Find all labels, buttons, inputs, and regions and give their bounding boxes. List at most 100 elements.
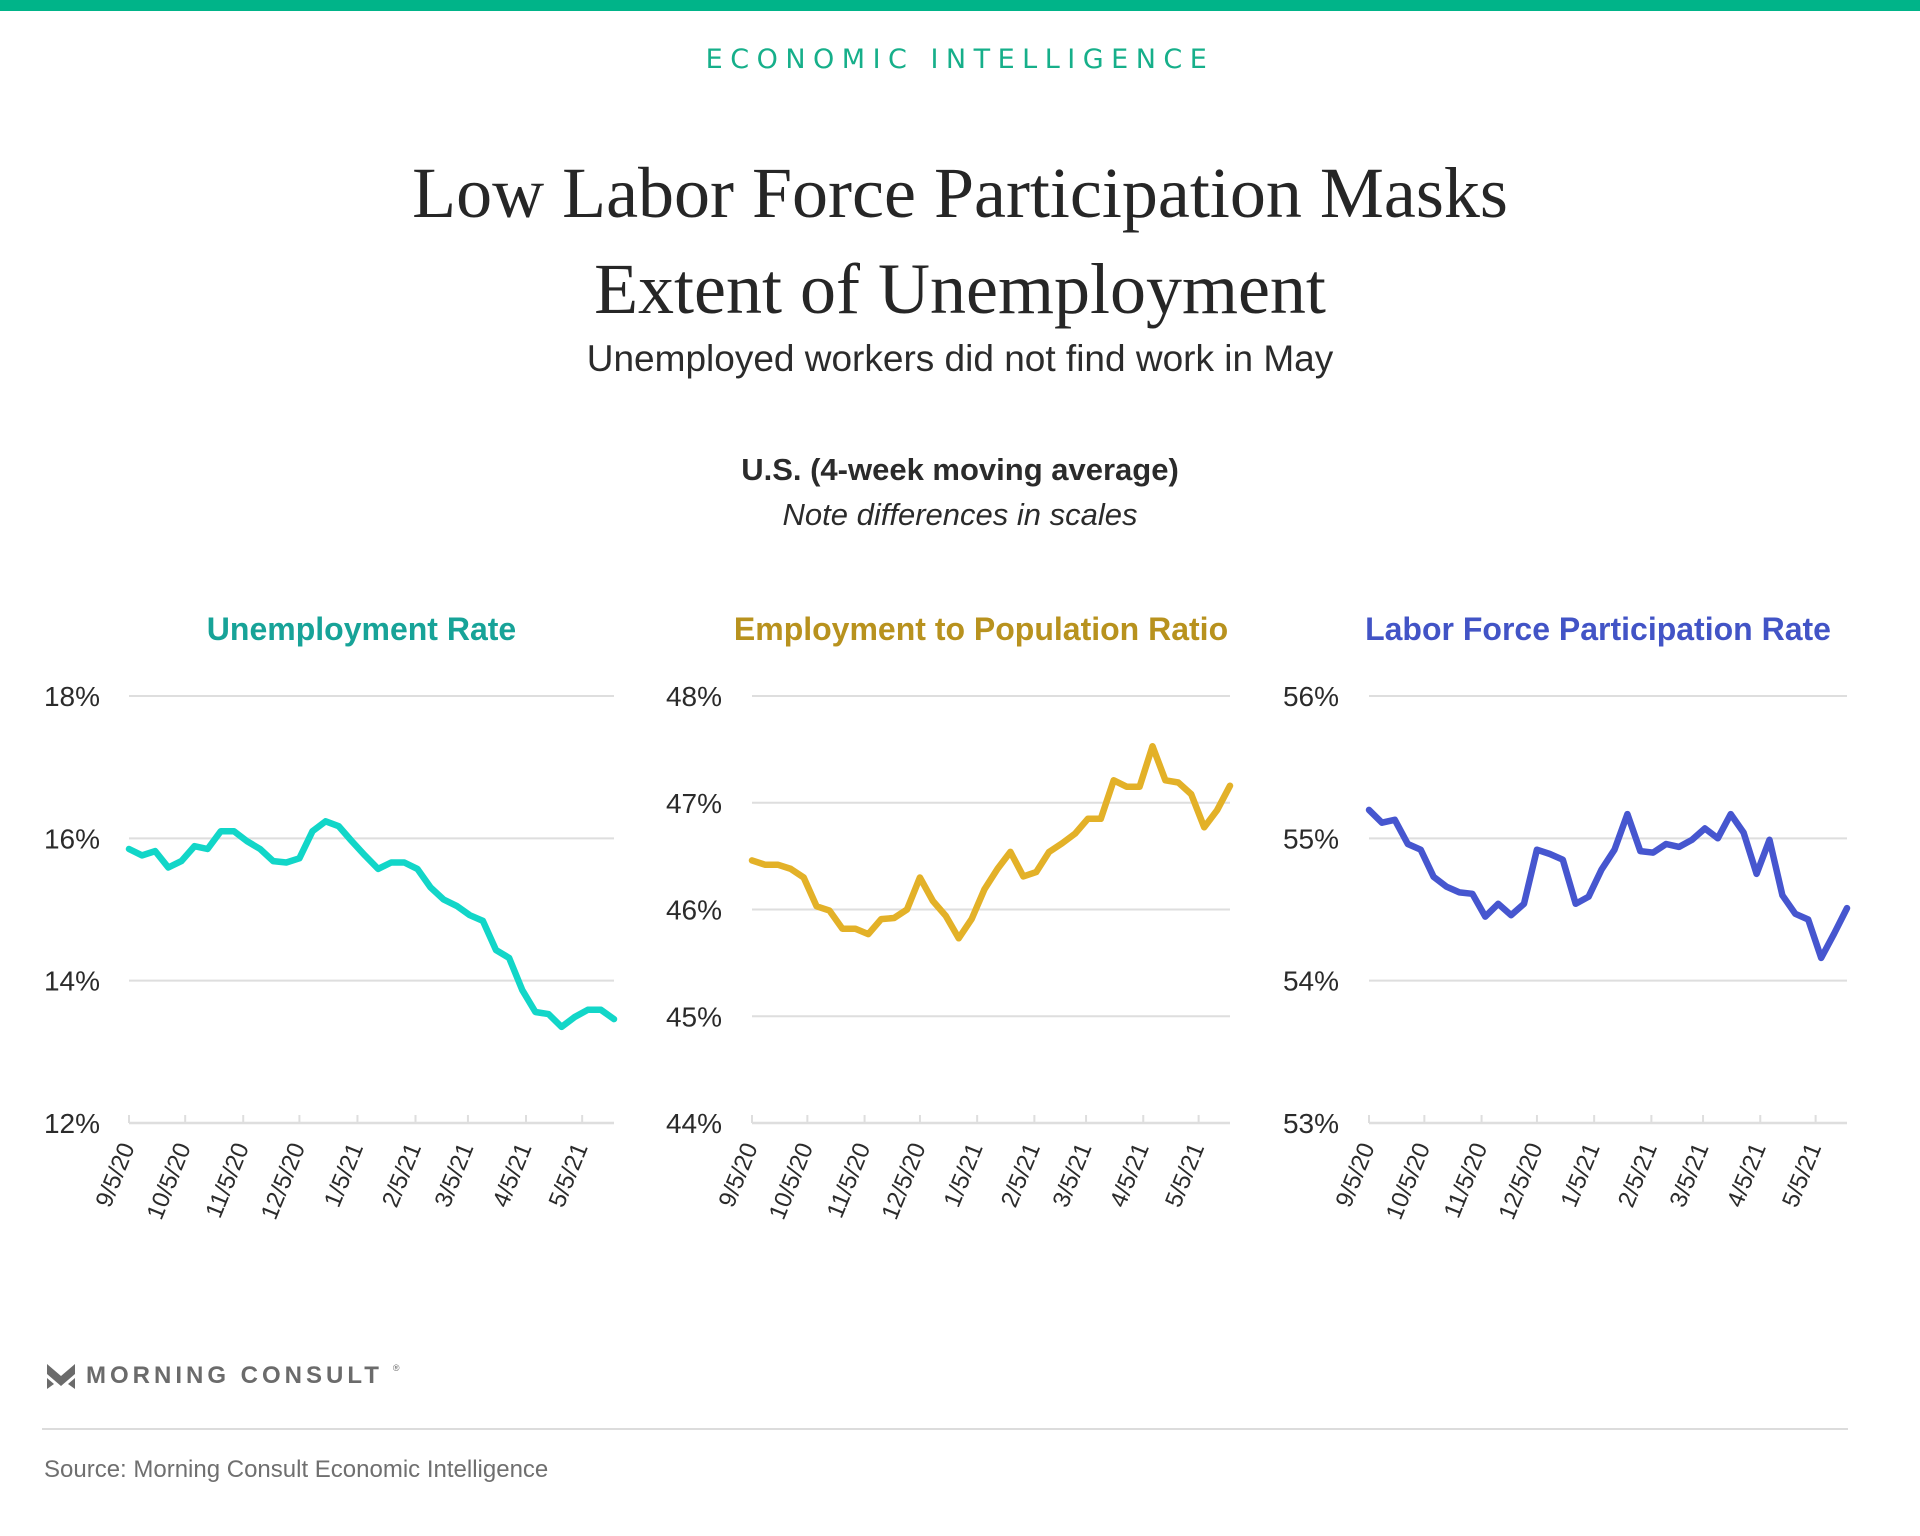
data-point — [1227, 783, 1233, 789]
data-point — [1560, 857, 1566, 863]
data-point — [506, 955, 512, 961]
panel-title-unemployment-rate: Unemployment Rate — [206, 611, 517, 647]
data-point — [296, 855, 302, 861]
data-point — [1831, 931, 1837, 937]
y-tick-label: 53% — [1283, 1108, 1339, 1139]
data-point — [1741, 830, 1747, 836]
y-tick-label: 48% — [666, 681, 722, 712]
morning-consult-m-chevron-icon — [47, 1364, 75, 1389]
data-point — [283, 860, 289, 866]
data-point — [1792, 911, 1798, 917]
data-point — [930, 898, 936, 904]
footer-divider — [42, 1428, 1848, 1430]
y-tick-label: 55% — [1283, 823, 1339, 854]
data-point — [814, 903, 820, 909]
data-point — [1689, 837, 1695, 843]
data-point — [1611, 847, 1617, 853]
data-point — [969, 916, 975, 922]
data-point — [480, 918, 486, 924]
data-point — [1534, 847, 1540, 853]
data-point — [956, 935, 962, 941]
y-tick-label: 47% — [666, 788, 722, 819]
data-point — [270, 858, 276, 864]
brand-logo: MORNING CONSULT ® — [46, 1362, 400, 1390]
data-point — [1046, 849, 1052, 855]
data-point — [323, 818, 329, 824]
x-tick-label: 10/5/20 — [764, 1139, 819, 1223]
data-point — [1392, 817, 1398, 823]
data-point — [1482, 914, 1488, 920]
registered-mark: ® — [392, 1363, 400, 1373]
data-point — [1379, 820, 1385, 826]
data-point — [1072, 831, 1078, 837]
data-point — [1766, 837, 1772, 843]
y-tick-label: 16% — [44, 823, 100, 854]
data-point — [994, 866, 1000, 872]
data-point — [878, 916, 884, 922]
data-point — [349, 838, 355, 844]
data-point — [165, 865, 171, 871]
y-tick-label: 54% — [1283, 966, 1339, 997]
page-subtitle: Unemployed workers did not find work in … — [586, 338, 1334, 379]
data-point — [1137, 784, 1143, 790]
data-point — [1495, 901, 1501, 907]
x-tick-label: 3/5/21 — [429, 1139, 479, 1211]
data-point — [231, 828, 237, 834]
data-point — [1818, 955, 1824, 961]
chart-panel-2: 53% 54% 55% 56% 9/5/20 10/5/20 11/5/20 12/5/20 1… — [1283, 681, 1851, 1223]
x-tick-label: 3/5/21 — [1048, 1139, 1098, 1211]
x-tick-label: 1/5/21 — [939, 1139, 989, 1211]
y-tick-label: 14% — [44, 966, 100, 997]
data-point — [467, 912, 473, 918]
x-tick-label: 11/5/20 — [1439, 1139, 1493, 1222]
data-point — [611, 1016, 617, 1022]
data-point — [1779, 892, 1785, 898]
data-point — [1162, 777, 1168, 783]
x-tick-label: 12/5/20 — [256, 1139, 311, 1223]
data-point — [532, 1009, 538, 1015]
data-point — [1663, 841, 1669, 847]
x-tick-label: 11/5/20 — [822, 1139, 876, 1222]
data-point — [1456, 889, 1462, 895]
data-point — [1844, 905, 1850, 911]
y-tick-label: 45% — [666, 1001, 722, 1032]
data-point — [1201, 824, 1207, 830]
data-point — [1020, 873, 1026, 879]
data-point — [126, 846, 132, 852]
panel-title-labor-force-participation: Labor Force Participation Rate — [1365, 611, 1831, 647]
data-point — [257, 846, 263, 852]
series-line-2 — [1365, 806, 1851, 962]
data-point — [1586, 894, 1592, 900]
source-note: Source: Morning Consult Economic Intelli… — [44, 1456, 549, 1483]
panel-title-employment-population-ratio: Employment to Population Ratio — [733, 611, 1229, 647]
data-point — [1085, 816, 1091, 822]
series-line-1 — [748, 742, 1234, 942]
charts-heading: U.S. (4-week moving average) — [741, 452, 1179, 487]
data-point — [788, 866, 794, 872]
data-point — [1098, 816, 1104, 822]
data-point — [1637, 848, 1643, 854]
y-tick-label: 46% — [666, 895, 722, 926]
data-point — [1521, 901, 1527, 907]
x-tick-label: 4/5/21 — [1105, 1139, 1155, 1211]
data-point — [218, 828, 224, 834]
data-point — [749, 857, 755, 863]
data-point — [762, 862, 768, 868]
charts-note: Note differences in scales — [782, 497, 1138, 532]
data-point — [1547, 851, 1553, 857]
data-point — [152, 848, 158, 854]
data-point — [1188, 791, 1194, 797]
data-point — [1405, 841, 1411, 847]
data-point — [904, 907, 910, 913]
data-point — [891, 915, 897, 921]
data-point — [982, 886, 988, 892]
data-point — [1650, 850, 1656, 856]
data-point — [1469, 891, 1475, 897]
section-kicker: ECONOMIC INTELLIGENCE — [705, 44, 1215, 75]
data-point — [1728, 811, 1734, 817]
data-point — [865, 931, 871, 937]
data-point — [1676, 844, 1682, 850]
data-point — [1366, 807, 1372, 813]
data-point — [1702, 825, 1708, 831]
